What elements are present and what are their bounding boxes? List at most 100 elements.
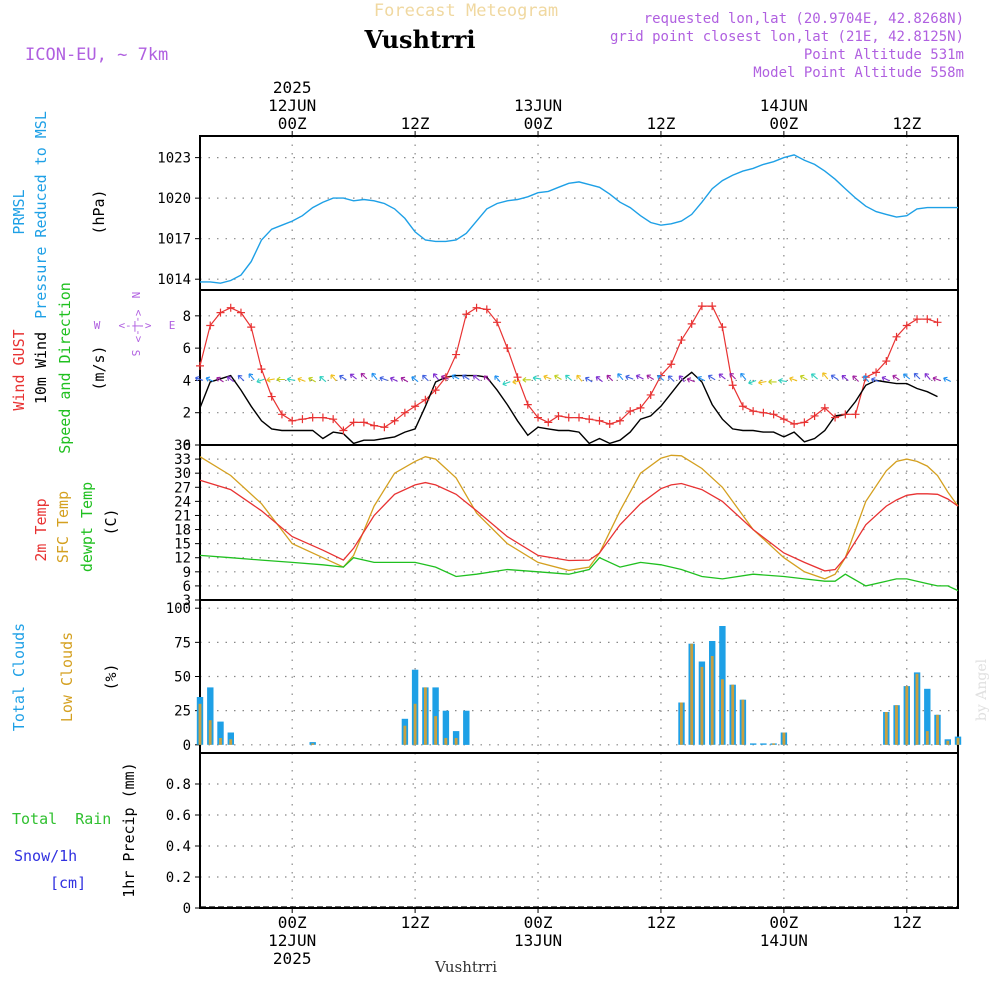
pressure-labels: PRMSL Pressure Reduced to MSL (hPa) xyxy=(10,111,108,319)
wind-arrow xyxy=(532,375,542,381)
ytick-label: 21 xyxy=(174,508,191,524)
compass-s: S xyxy=(129,350,142,357)
ytick-label: 12 xyxy=(174,551,191,567)
compass-rose: W <-|-> E <-|-> N S xyxy=(94,292,176,357)
wind-arrow xyxy=(617,373,624,381)
wind-arrow xyxy=(595,376,603,383)
gust-marker xyxy=(831,413,840,422)
wind-arrow xyxy=(276,376,285,383)
low-cloud-bar xyxy=(403,725,407,745)
gust-marker xyxy=(349,418,358,427)
gust-marker xyxy=(298,415,307,424)
gust-marker xyxy=(626,407,635,416)
wind-arrow xyxy=(729,372,736,380)
gust-marker xyxy=(667,360,676,369)
low-cloud-bar xyxy=(680,702,683,745)
gust-marker xyxy=(697,302,706,311)
time-label: 00Z xyxy=(769,114,798,133)
gust-marker xyxy=(892,332,901,341)
wind-arrow xyxy=(522,376,531,383)
gust-marker xyxy=(841,410,850,419)
time-label: 12Z xyxy=(646,913,675,932)
total-cloud-bar xyxy=(924,688,931,745)
compass-ns-arrows: <-|-> xyxy=(132,309,145,342)
wind-arrow xyxy=(799,374,808,381)
wind-arrow xyxy=(902,373,911,380)
ytick-label: 2 xyxy=(183,406,191,422)
panel-precip: 0 0.2 0.4 0.6 0.8 xyxy=(166,752,959,917)
clouds-unit: (%) xyxy=(102,663,120,690)
pressure-label-msl: Pressure Reduced to MSL xyxy=(32,111,50,319)
gust-marker xyxy=(277,410,286,419)
gust-marker xyxy=(329,415,338,424)
gust-marker xyxy=(318,413,327,422)
wind-arrow xyxy=(576,374,583,382)
low-cloud-bar xyxy=(229,739,233,745)
panel-frame xyxy=(199,599,959,754)
ytick-label: 25 xyxy=(174,704,191,720)
gust-marker xyxy=(718,323,727,332)
wind-arrow xyxy=(472,374,480,381)
wind-arrow xyxy=(205,376,214,382)
time-label: 2025 xyxy=(273,949,312,968)
gust-marker xyxy=(267,392,276,401)
gust-marker xyxy=(288,416,297,425)
ytick-label: 3 xyxy=(183,593,191,609)
wind-arrow xyxy=(411,376,419,383)
gust-marker xyxy=(308,413,317,422)
wind-arrow xyxy=(871,377,880,383)
precip-unit-label: 1hr Precip (mm) xyxy=(120,762,138,897)
wind-arrow xyxy=(379,376,388,382)
wind-arrow xyxy=(657,375,665,381)
panel-frame xyxy=(199,752,959,909)
low-cloud-bar xyxy=(434,716,437,745)
low-cloud-bar xyxy=(198,703,202,745)
time-label: 12Z xyxy=(892,913,921,932)
model-altitude: Model Point Altitude 558m xyxy=(753,65,964,81)
wind-arrow xyxy=(606,374,614,382)
gust-marker xyxy=(810,411,819,420)
gust-marker xyxy=(779,415,788,424)
total-cloud-bar xyxy=(442,710,450,745)
time-label: 12Z xyxy=(401,913,430,932)
low-cloud-bar xyxy=(956,738,960,745)
gust-marker xyxy=(749,407,758,416)
wind-line xyxy=(199,371,938,445)
temp-unit: (C) xyxy=(102,508,120,535)
gust-marker xyxy=(247,323,256,332)
wind-arrow xyxy=(625,374,634,380)
low-cloud-bar xyxy=(884,712,888,745)
total-cloud-bar xyxy=(463,710,470,745)
compass-e: E xyxy=(169,319,176,332)
wind-speed-dir-label: Speed and Direction xyxy=(56,282,74,454)
panel-frame xyxy=(199,444,959,601)
ytick-label: 24 xyxy=(174,494,191,510)
station-title: Vushtrri xyxy=(364,25,476,54)
gust-marker xyxy=(851,410,860,419)
gust-marker xyxy=(861,373,870,382)
gust-marker xyxy=(902,321,911,330)
wind-arrow xyxy=(389,376,398,382)
compass-ew-arrows: <-|-> xyxy=(118,319,151,332)
wind-arrow xyxy=(932,376,941,382)
panel-frame xyxy=(199,289,959,446)
low-cloud-bar xyxy=(721,679,724,745)
low-cloud-bar xyxy=(219,738,222,745)
time-label: 2025 xyxy=(273,78,312,97)
wind-arrow xyxy=(718,373,726,380)
gust-marker xyxy=(708,302,717,311)
ytick-label: 4 xyxy=(183,373,191,389)
temp-labels: 2m Temp SFC Temp dewpt Temp (C) xyxy=(32,482,120,572)
time-label: 12JUN xyxy=(268,96,316,115)
low-cloud-bar xyxy=(710,656,714,745)
total-cloud-bar xyxy=(760,743,767,745)
wind-arrow xyxy=(584,376,593,383)
wind-arrow xyxy=(841,375,849,382)
gust-marker xyxy=(523,400,532,409)
panel-wind: 0 2 4 6 8 xyxy=(183,289,959,454)
wind-arrow xyxy=(483,375,491,382)
ytick-label: 0.2 xyxy=(166,870,191,886)
gust-marker xyxy=(503,344,512,353)
low-cloud-bar xyxy=(731,684,735,745)
